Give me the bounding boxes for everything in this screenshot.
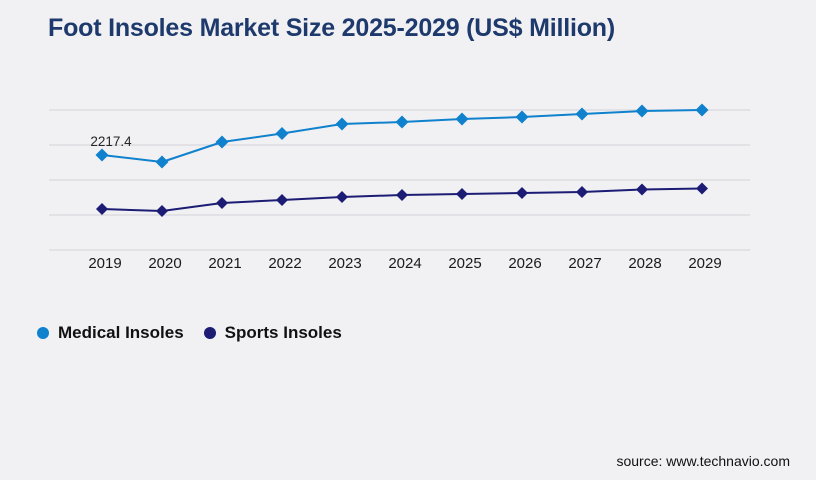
sports-insoles-point-2024: [396, 188, 408, 201]
data-label-2019: 2217.4: [90, 134, 132, 149]
x-axis-label-2024: 2024: [388, 255, 421, 272]
sports-insoles-point-2023: [336, 191, 348, 204]
medical-insoles-point-2020: [155, 155, 169, 169]
x-axis-label-2023: 2023: [328, 255, 361, 272]
medical-insoles-point-2021: [215, 135, 229, 149]
sports-insoles-point-2019: [96, 203, 108, 216]
sports-insoles-point-2022: [276, 194, 288, 207]
medical-insoles-point-2028: [635, 104, 649, 118]
medical-insoles-point-2024: [395, 115, 409, 129]
chart-legend: Medical Insoles Sports Insoles: [37, 323, 342, 343]
medical-insoles-point-2022: [275, 127, 289, 141]
x-axis-label-2028: 2028: [628, 255, 661, 272]
medical-insoles-point-2029: [695, 103, 709, 117]
legend-marker-icon: [203, 327, 216, 339]
medical-insoles-point-2023: [335, 117, 349, 131]
sports-insoles-point-2027: [576, 185, 588, 198]
medical-insoles-point-2026: [515, 110, 529, 124]
sports-insoles-point-2029: [696, 182, 708, 195]
medical-insoles-point-2025: [455, 112, 469, 126]
sports-insoles-point-2021: [216, 197, 228, 210]
x-axis-label-2026: 2026: [508, 255, 541, 272]
x-axis-label-2027: 2027: [568, 255, 601, 272]
x-axis-label-2025: 2025: [448, 255, 481, 272]
legend-marker-icon: [37, 327, 49, 339]
x-axis-label-2020: 2020: [148, 255, 181, 272]
x-axis-label-2019: 2019: [88, 255, 121, 272]
medical-insoles-point-2019: [95, 148, 109, 162]
legend-label: Sports Insoles: [224, 323, 342, 342]
chart-title: Foot Insoles Market Size 2025-2029 (US$ …: [48, 14, 615, 42]
legend-label: Medical Insoles: [58, 323, 184, 342]
x-axis-label-2022: 2022: [268, 255, 301, 272]
x-axis-label-2029: 2029: [688, 255, 721, 272]
sports-insoles-point-2020: [156, 205, 168, 218]
sports-insoles-point-2028: [636, 183, 648, 196]
sports-insoles-point-2026: [516, 187, 528, 200]
medical-insoles-point-2027: [575, 107, 589, 121]
sports-insoles-point-2025: [456, 188, 468, 201]
legend-item-medical-insoles: Medical Insoles: [37, 323, 184, 343]
x-axis-label-2021: 2021: [208, 255, 241, 272]
line-chart-canvas: 2019 2020 2021 2022 2023 2024 2025 2026 2027 2028…: [49, 103, 750, 272]
legend-item-sports-insoles: Sports Insoles: [203, 323, 342, 343]
source-attribution: source: www.technavio.com: [616, 453, 790, 469]
